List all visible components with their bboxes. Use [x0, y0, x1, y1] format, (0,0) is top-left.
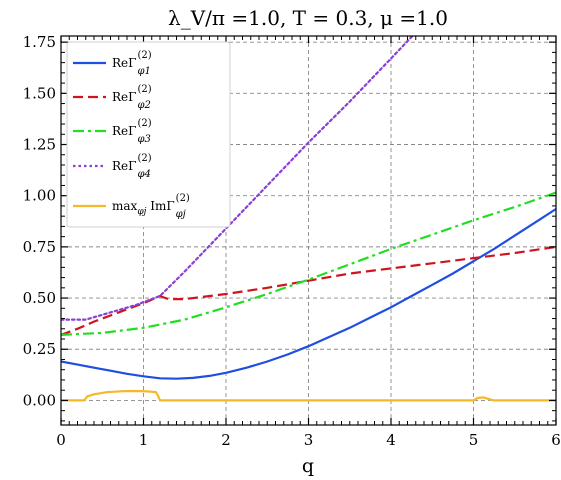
x-tick-label: 3: [304, 431, 314, 449]
y-tick-label: 1.75: [23, 33, 56, 51]
x-tick-label: 5: [469, 431, 479, 449]
x-tick-label: 4: [386, 431, 396, 449]
y-tick-label: 1.00: [23, 187, 56, 205]
legend-sub-4: φ4: [137, 169, 150, 180]
x-tick-label: 1: [139, 431, 149, 449]
x-tick-label: 6: [551, 431, 561, 449]
y-tick-label: 0.25: [23, 340, 56, 358]
legend-sup-2: (2): [137, 84, 151, 95]
legend-sub-1: φ1: [137, 66, 150, 77]
y-tick-label: 1.25: [23, 136, 56, 154]
legend-sup-4: (2): [137, 153, 151, 164]
y-tick-label: 0.00: [23, 391, 56, 409]
legend-label-2: ReΓ: [112, 90, 136, 104]
y-tick-label: 0.75: [23, 238, 56, 256]
y-tick-label: 0.50: [23, 289, 56, 307]
x-axis-label: q: [302, 455, 314, 477]
legend-sup-3: (2): [137, 118, 151, 129]
legend-sub-3: φ3: [137, 134, 150, 145]
legend-label-4: ReΓ: [112, 159, 136, 173]
legend-sup-5: (2): [176, 193, 190, 204]
legend-sub-5: φj: [176, 209, 186, 220]
y-tick-label: 1.50: [23, 84, 56, 102]
x-tick-label: 2: [221, 431, 231, 449]
legend-sup-1: (2): [137, 50, 151, 61]
chart-title: λ_V/π =1.0, T = 0.3, μ =1.0: [168, 6, 448, 30]
legend-sub-2: φ2: [137, 100, 150, 111]
x-tick-label: 0: [56, 431, 66, 449]
legend-label-1: ReΓ: [112, 56, 136, 70]
legend-label-3: ReΓ: [112, 124, 136, 138]
